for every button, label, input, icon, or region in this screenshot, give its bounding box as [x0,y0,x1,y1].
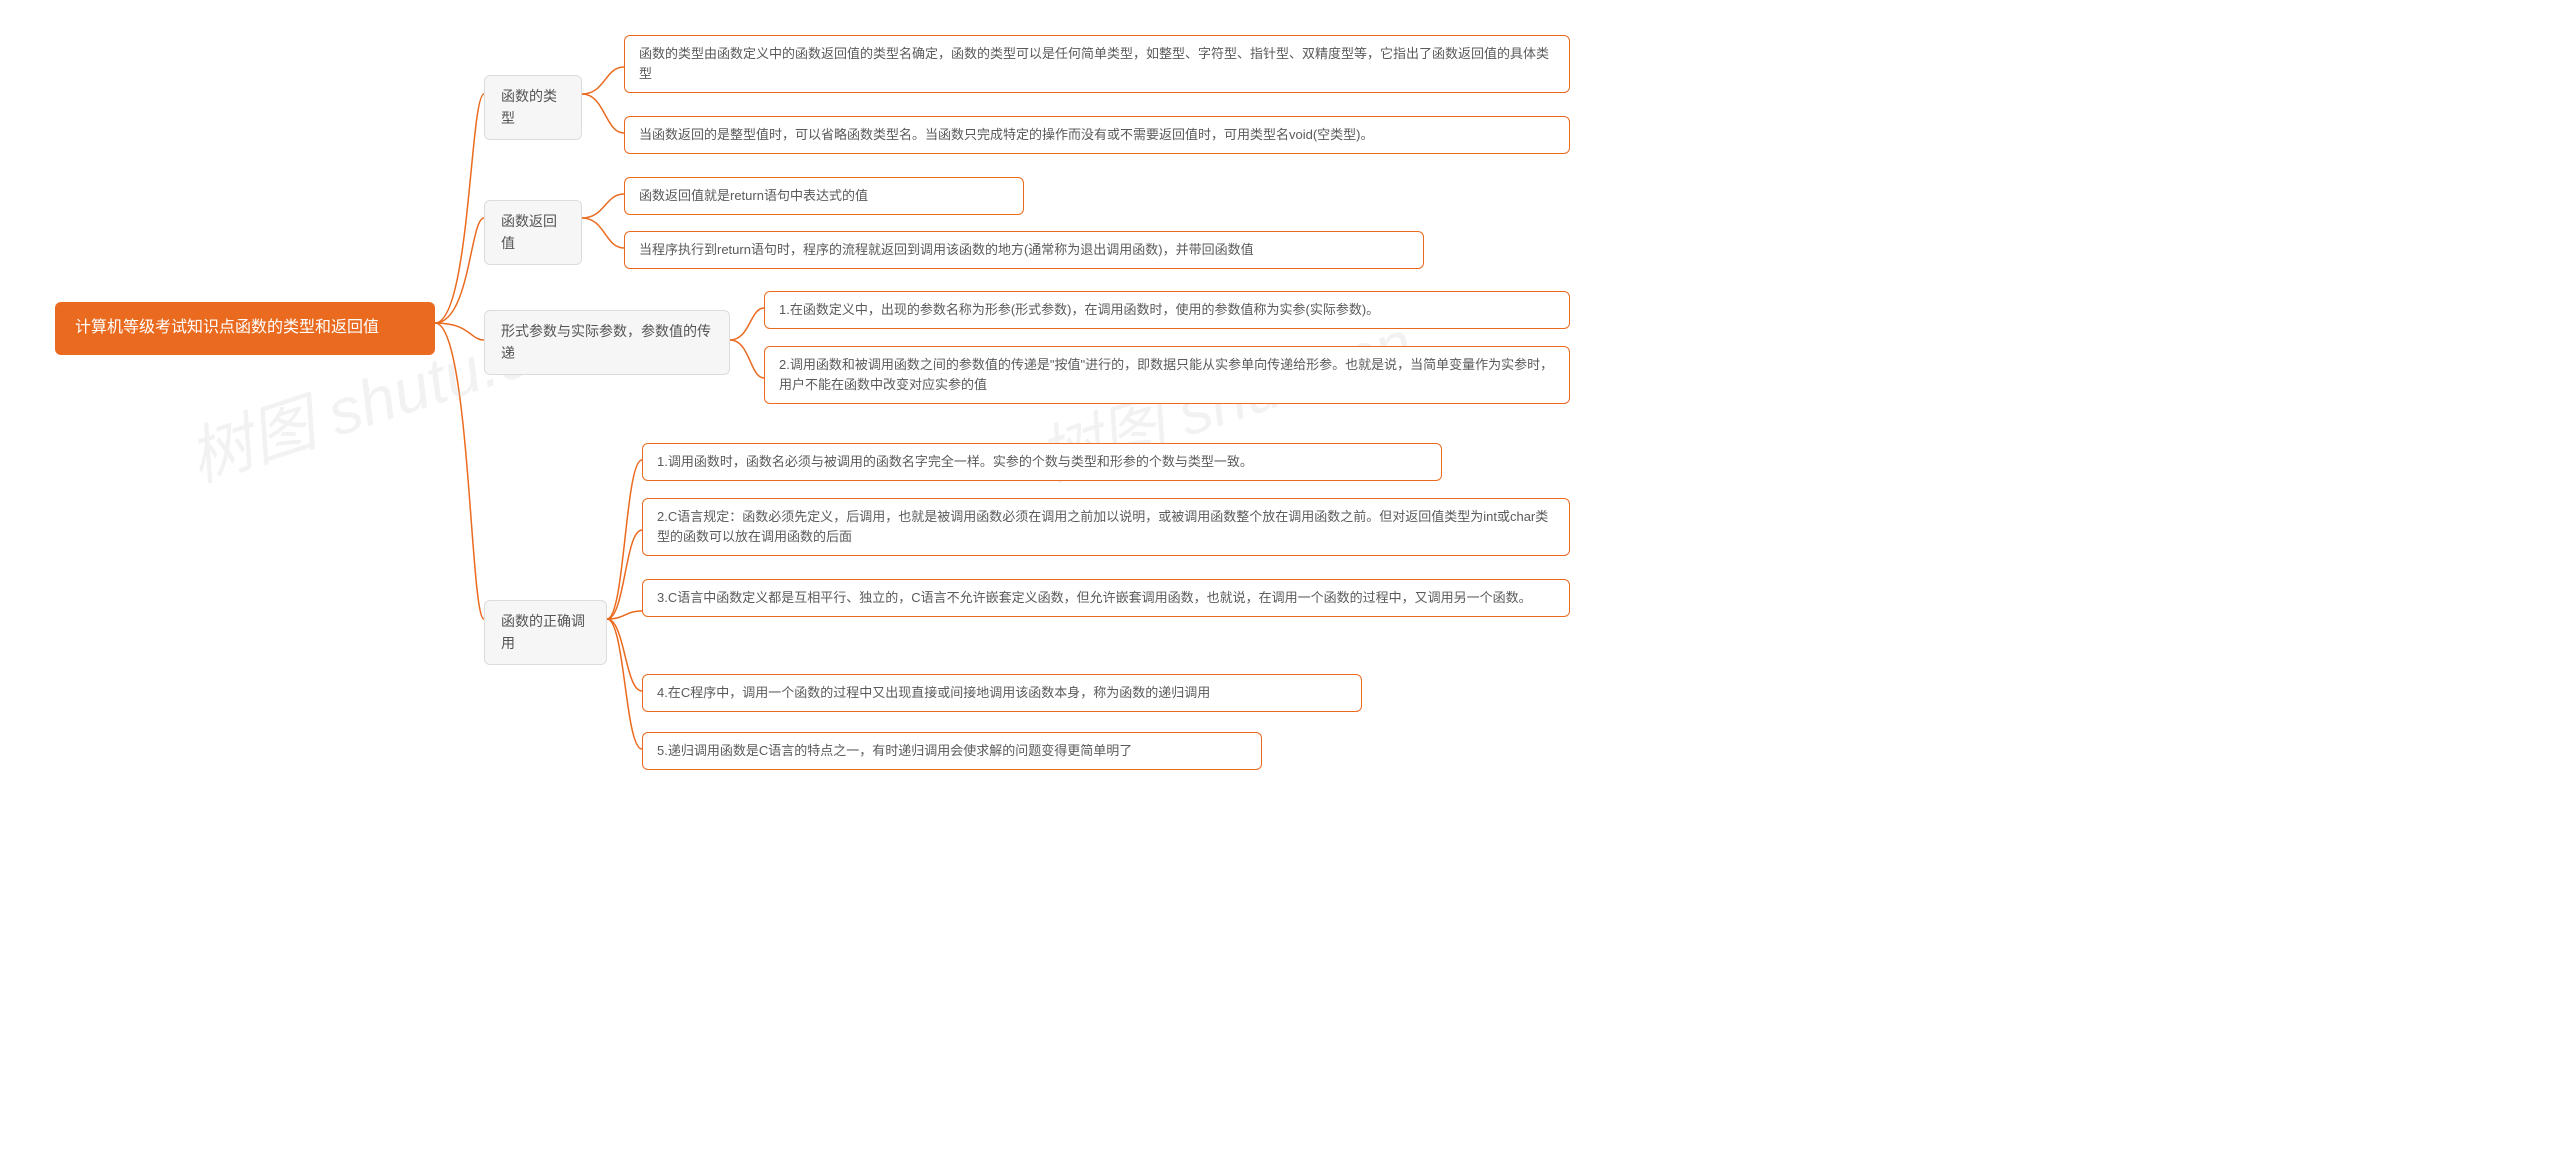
branch-node[interactable]: 函数返回值 [484,200,582,265]
branch-node[interactable]: 形式参数与实际参数，参数值的传递 [484,310,730,375]
root-node[interactable]: 计算机等级考试知识点函数的类型和返回值 [55,302,435,355]
branch-node[interactable]: 函数的类型 [484,75,582,140]
mindmap-canvas: 树图 shutu.cn 树图 shutu.cn 计算机等级考试知识点函数的类型和… [0,0,2560,1167]
leaf-node[interactable]: 当函数返回的是整型值时，可以省略函数类型名。当函数只完成特定的操作而没有或不需要… [624,116,1570,154]
branch-node[interactable]: 函数的正确调用 [484,600,607,665]
leaf-node[interactable]: 2.C语言规定：函数必须先定义，后调用，也就是被调用函数必须在调用之前加以说明，… [642,498,1570,556]
leaf-node[interactable]: 函数返回值就是return语句中表达式的值 [624,177,1024,215]
leaf-node[interactable]: 函数的类型由函数定义中的函数返回值的类型名确定，函数的类型可以是任何简单类型，如… [624,35,1570,93]
leaf-node[interactable]: 1.在函数定义中，出现的参数名称为形参(形式参数)，在调用函数时，使用的参数值称… [764,291,1570,329]
leaf-node[interactable]: 4.在C程序中，调用一个函数的过程中又出现直接或间接地调用该函数本身，称为函数的… [642,674,1362,712]
leaf-node[interactable]: 3.C语言中函数定义都是互相平行、独立的，C语言不允许嵌套定义函数，但允许嵌套调… [642,579,1570,617]
leaf-node[interactable]: 1.调用函数时，函数名必须与被调用的函数名字完全一样。实参的个数与类型和形参的个… [642,443,1442,481]
leaf-node[interactable]: 当程序执行到return语句时，程序的流程就返回到调用该函数的地方(通常称为退出… [624,231,1424,269]
leaf-node[interactable]: 2.调用函数和被调用函数之间的参数值的传递是"按值"进行的，即数据只能从实参单向… [764,346,1570,404]
leaf-node[interactable]: 5.递归调用函数是C语言的特点之一，有时递归调用会使求解的问题变得更简单明了 [642,732,1262,770]
